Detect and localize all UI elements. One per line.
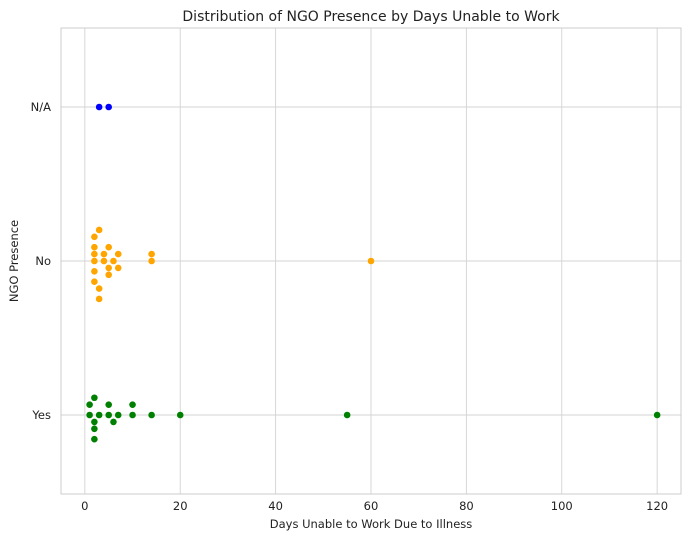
- data-point: [100, 250, 108, 258]
- x-tick-label: 120: [646, 499, 668, 513]
- x-tick-label: 0: [81, 499, 88, 513]
- x-tick-label: 60: [364, 499, 379, 513]
- data-point: [114, 411, 122, 419]
- data-point: [91, 243, 98, 251]
- data-point: [100, 257, 108, 265]
- data-point: [95, 411, 103, 419]
- y-tick-labels: N/A No Yes: [31, 100, 51, 422]
- data-point: [91, 278, 98, 286]
- x-tick-label: 100: [551, 499, 573, 513]
- data-point: [91, 250, 98, 258]
- data-point: [86, 411, 93, 419]
- y-tick-label: No: [35, 254, 51, 268]
- data-point: [105, 271, 112, 279]
- x-tick-label: 20: [173, 499, 188, 513]
- data-point: [148, 411, 155, 419]
- y-tick-label: N/A: [31, 100, 51, 114]
- y-axis-label: NGO Presence: [7, 220, 21, 302]
- data-point: [343, 411, 351, 419]
- data-point: [91, 394, 98, 402]
- data-point: [91, 233, 98, 241]
- data-point: [105, 411, 112, 419]
- data-point: [105, 264, 112, 272]
- x-tick-label: 80: [459, 499, 474, 513]
- data-point: [95, 285, 103, 292]
- data-point: [91, 418, 98, 426]
- data-point: [95, 226, 103, 234]
- data-point: [653, 411, 661, 419]
- x-tick-labels: 0 20 40 60 80 100 120: [81, 499, 668, 513]
- chart-title: Distribution of NGO Presence by Days Una…: [182, 9, 560, 25]
- data-point: [114, 264, 122, 272]
- data-point: [148, 250, 155, 258]
- data-point: [95, 103, 103, 111]
- data-point: [91, 257, 98, 265]
- data-point: [129, 401, 136, 408]
- data-point: [114, 250, 122, 258]
- data-point: [105, 401, 112, 408]
- plot-frame: [60, 27, 682, 495]
- data-point: [105, 103, 112, 111]
- y-tick-label: Yes: [31, 408, 51, 422]
- x-tick-label: 40: [268, 499, 283, 513]
- data-point: [91, 268, 98, 275]
- data-point: [105, 243, 112, 251]
- data-points: [86, 103, 661, 443]
- data-point: [176, 411, 184, 419]
- x-axis-label: Days Unable to Work Due to Illness: [270, 517, 473, 531]
- data-point: [95, 295, 103, 303]
- data-point: [129, 411, 136, 419]
- data-point: [91, 425, 98, 433]
- data-point: [91, 435, 98, 443]
- data-point: [367, 257, 375, 265]
- data-point: [110, 257, 117, 265]
- data-point: [86, 401, 93, 408]
- data-point: [148, 257, 155, 265]
- data-point: [110, 418, 117, 426]
